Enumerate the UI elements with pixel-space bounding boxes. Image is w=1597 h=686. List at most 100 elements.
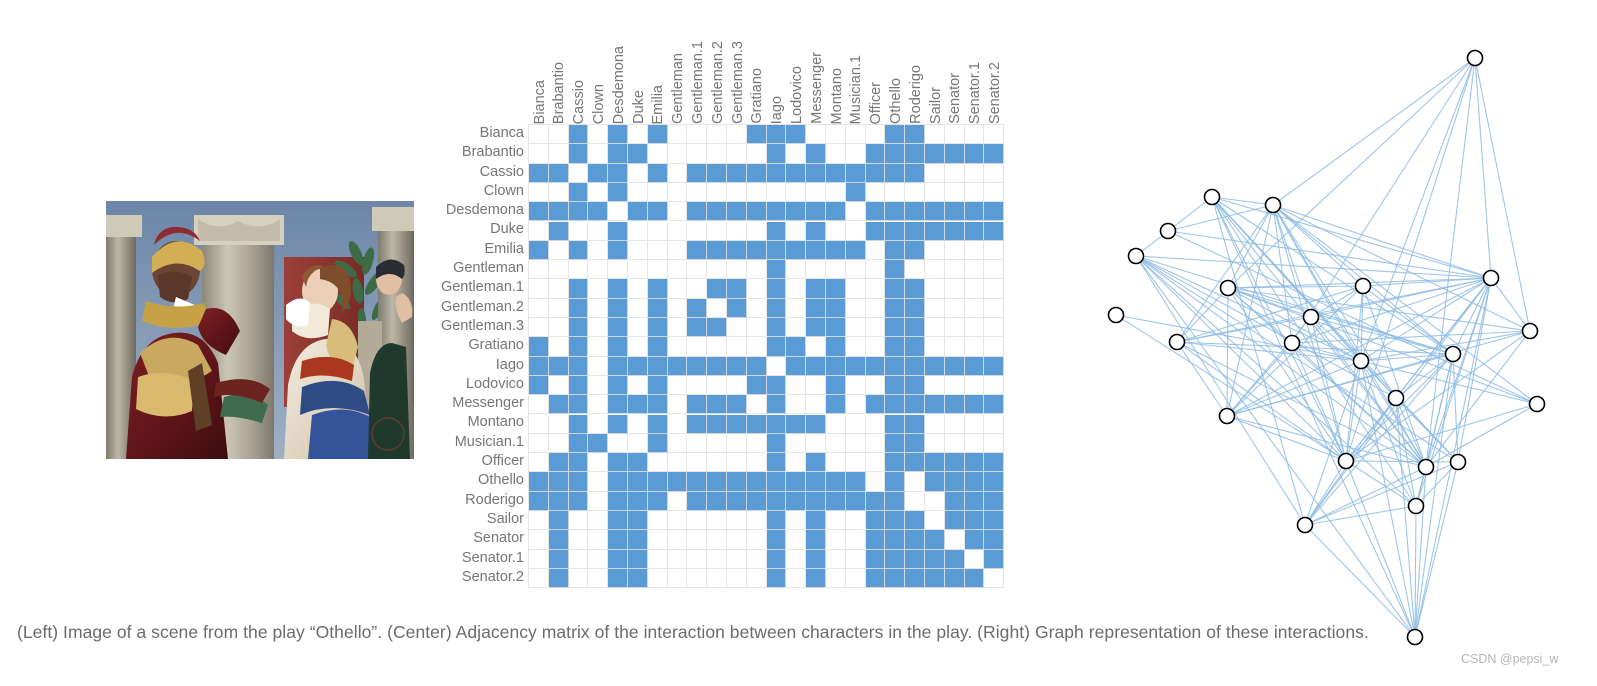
- matrix-cell[interactable]: [727, 511, 747, 531]
- matrix-cell[interactable]: [806, 491, 826, 511]
- matrix-cell[interactable]: [766, 337, 787, 357]
- matrix-cell[interactable]: [885, 549, 906, 569]
- matrix-cell[interactable]: [588, 125, 609, 145]
- matrix-cell[interactable]: [865, 298, 886, 318]
- matrix-cell[interactable]: [588, 337, 609, 357]
- matrix-cell[interactable]: [647, 472, 668, 492]
- matrix-cell[interactable]: [786, 511, 807, 531]
- graph-node[interactable]: [1283, 334, 1301, 352]
- matrix-cell[interactable]: [786, 530, 807, 550]
- matrix-cell[interactable]: [608, 453, 628, 473]
- matrix-cell[interactable]: [707, 433, 727, 454]
- matrix-cell[interactable]: [984, 491, 1005, 511]
- matrix-cell[interactable]: [727, 433, 747, 454]
- matrix-cell[interactable]: [905, 260, 925, 280]
- matrix-cell[interactable]: [667, 182, 688, 203]
- matrix-cell[interactable]: [766, 125, 787, 145]
- matrix-cell[interactable]: [786, 125, 807, 145]
- matrix-cell[interactable]: [687, 414, 708, 434]
- matrix-cell[interactable]: [529, 144, 549, 164]
- matrix-cell[interactable]: [944, 163, 965, 183]
- matrix-cell[interactable]: [647, 337, 668, 357]
- matrix-cell[interactable]: [806, 298, 826, 318]
- matrix-cell[interactable]: [984, 375, 1005, 396]
- matrix-cell[interactable]: [806, 395, 826, 415]
- matrix-cell[interactable]: [529, 472, 549, 492]
- matrix-cell[interactable]: [845, 568, 866, 589]
- matrix-cell[interactable]: [529, 337, 549, 357]
- matrix-cell[interactable]: [984, 221, 1005, 241]
- matrix-cell[interactable]: [786, 298, 807, 318]
- matrix-cell[interactable]: [984, 337, 1005, 357]
- matrix-cell[interactable]: [727, 125, 747, 145]
- matrix-cell[interactable]: [885, 433, 906, 454]
- matrix-cell[interactable]: [984, 453, 1005, 473]
- matrix-cell[interactable]: [628, 568, 648, 589]
- matrix-cell[interactable]: [568, 511, 589, 531]
- matrix-cell[interactable]: [568, 260, 589, 280]
- matrix-cell[interactable]: [647, 298, 668, 318]
- matrix-cell[interactable]: [905, 337, 925, 357]
- matrix-cell[interactable]: [964, 202, 985, 222]
- matrix-cell[interactable]: [568, 433, 589, 454]
- matrix-cell[interactable]: [727, 472, 747, 492]
- matrix-cell[interactable]: [707, 549, 727, 569]
- matrix-cell[interactable]: [944, 260, 965, 280]
- matrix-cell[interactable]: [865, 337, 886, 357]
- graph-node[interactable]: [1528, 395, 1546, 413]
- matrix-cell[interactable]: [925, 202, 945, 222]
- graph-nodes[interactable]: [1107, 49, 1546, 646]
- graph-node[interactable]: [1352, 352, 1370, 370]
- matrix-cell[interactable]: [568, 240, 589, 261]
- matrix-cell[interactable]: [588, 144, 609, 164]
- matrix-cell[interactable]: [905, 356, 925, 376]
- matrix-cell[interactable]: [905, 568, 925, 589]
- matrix-cell[interactable]: [727, 356, 747, 376]
- matrix-cell[interactable]: [925, 491, 945, 511]
- matrix-cell[interactable]: [786, 414, 807, 434]
- matrix-cell[interactable]: [885, 511, 906, 531]
- matrix-cell[interactable]: [885, 453, 906, 473]
- matrix-cell[interactable]: [885, 182, 906, 203]
- matrix-cell[interactable]: [766, 472, 787, 492]
- matrix-cell[interactable]: [647, 433, 668, 454]
- matrix-cell[interactable]: [984, 395, 1005, 415]
- matrix-cell[interactable]: [964, 221, 985, 241]
- graph-node[interactable]: [1449, 453, 1467, 471]
- matrix-cell[interactable]: [964, 298, 985, 318]
- matrix-cell[interactable]: [707, 279, 727, 299]
- matrix-cell[interactable]: [647, 163, 668, 183]
- matrix-cell[interactable]: [925, 356, 945, 376]
- matrix-cell[interactable]: [667, 472, 688, 492]
- matrix-cell[interactable]: [727, 395, 747, 415]
- matrix-cell[interactable]: [826, 568, 846, 589]
- matrix-cell[interactable]: [628, 163, 648, 183]
- matrix-cell[interactable]: [746, 240, 767, 261]
- matrix-cell[interactable]: [687, 298, 708, 318]
- matrix-cell[interactable]: [984, 549, 1005, 569]
- matrix-cell[interactable]: [588, 549, 609, 569]
- matrix-cell[interactable]: [707, 260, 727, 280]
- matrix-cell[interactable]: [568, 375, 589, 396]
- matrix-cell[interactable]: [845, 472, 866, 492]
- matrix-cell[interactable]: [806, 221, 826, 241]
- matrix-cell[interactable]: [964, 356, 985, 376]
- matrix-cell[interactable]: [746, 279, 767, 299]
- graph-node[interactable]: [1466, 49, 1484, 67]
- matrix-cell[interactable]: [548, 163, 569, 183]
- graph-node[interactable]: [1407, 497, 1425, 515]
- matrix-cell[interactable]: [608, 221, 628, 241]
- matrix-cell[interactable]: [786, 144, 807, 164]
- matrix-cell[interactable]: [568, 144, 589, 164]
- matrix-cell[interactable]: [548, 549, 569, 569]
- matrix-cell[interactable]: [628, 318, 648, 338]
- matrix-cell[interactable]: [687, 472, 708, 492]
- matrix-cell[interactable]: [806, 260, 826, 280]
- matrix-cell[interactable]: [746, 375, 767, 396]
- matrix-cell[interactable]: [548, 202, 569, 222]
- matrix-cell[interactable]: [608, 240, 628, 261]
- matrix-cell[interactable]: [647, 491, 668, 511]
- matrix-cell[interactable]: [766, 240, 787, 261]
- matrix-cell[interactable]: [608, 549, 628, 569]
- matrix-cell[interactable]: [944, 279, 965, 299]
